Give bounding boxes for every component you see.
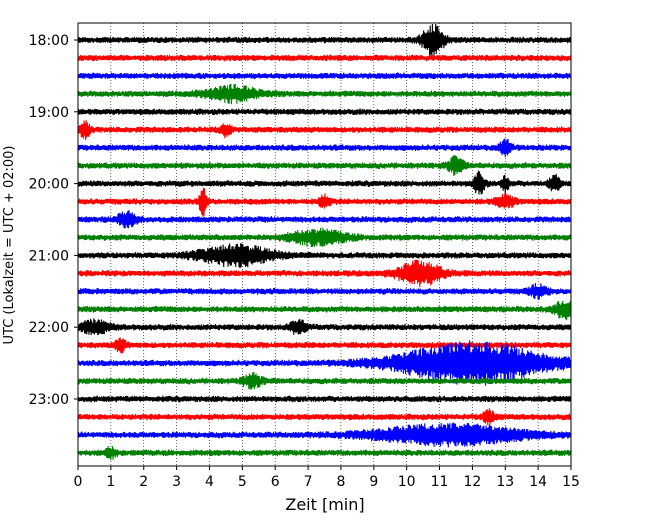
trace-2015 <box>77 210 572 229</box>
x-tick-label: 6 <box>271 474 280 490</box>
trace-2130 <box>77 300 572 321</box>
trace-2230 <box>77 371 572 391</box>
y-tick-label: 19:00 <box>29 105 69 121</box>
trace-1900 <box>77 120 572 141</box>
trace-2045 <box>77 243 572 269</box>
plot-frame <box>77 22 572 467</box>
trace-2215 <box>77 340 572 386</box>
y-tick-label: 18:00 <box>29 33 69 49</box>
trace-2145 <box>77 318 572 336</box>
x-tick-label: 12 <box>463 474 481 490</box>
trace-1945 <box>77 170 572 195</box>
x-tick-label: 13 <box>496 474 514 490</box>
trace-2330 <box>77 446 572 461</box>
trace-1845 <box>77 108 572 116</box>
trace-2100 <box>77 259 572 288</box>
x-tick-label: 9 <box>369 474 378 490</box>
trace-1830 <box>77 83 572 105</box>
y-tick-label: 23:00 <box>29 392 69 408</box>
x-tick-label: 11 <box>431 474 449 490</box>
trace-2000 <box>77 187 572 217</box>
x-tick-label: 14 <box>529 474 547 490</box>
x-tick-label: 2 <box>139 474 148 490</box>
x-tick-label: 8 <box>336 474 345 490</box>
y-tick-label: 22:00 <box>29 320 69 336</box>
trace-1815 <box>77 72 572 80</box>
x-tick-label: 10 <box>398 474 416 490</box>
trace-1915 <box>77 138 572 157</box>
trace-2300 <box>77 408 572 426</box>
x-tick-label: 0 <box>74 474 83 490</box>
x-tick-label: 15 <box>562 474 580 490</box>
y-tick-label: 20:00 <box>29 177 69 193</box>
x-tick-label: 1 <box>106 474 115 490</box>
x-tick-label: 4 <box>205 474 214 490</box>
x-axis-label: Zeit [min] <box>285 495 364 514</box>
trace-2115 <box>77 283 572 300</box>
trace-2245 <box>77 395 572 403</box>
trace-2315 <box>77 422 572 448</box>
trace-2030 <box>77 227 572 248</box>
y-axis-label: UTC (Lokalzeit = UTC + 02:00) <box>2 146 17 345</box>
trace-1930 <box>77 155 572 176</box>
x-tick-label: 5 <box>238 474 247 490</box>
grid-lines <box>110 23 539 466</box>
x-tick-label: 7 <box>304 474 313 490</box>
trace-1745 <box>77 23 572 57</box>
x-tick-label: 3 <box>172 474 181 490</box>
seismic-traces <box>77 23 572 461</box>
y-tick-label: 21:00 <box>29 248 69 264</box>
axis-ticks: 0 1 2 3 4 5 6 7 8 9 10 11 12 13 14 1518:0019:0020:0021:… <box>29 33 580 490</box>
trace-1800 <box>77 54 572 62</box>
